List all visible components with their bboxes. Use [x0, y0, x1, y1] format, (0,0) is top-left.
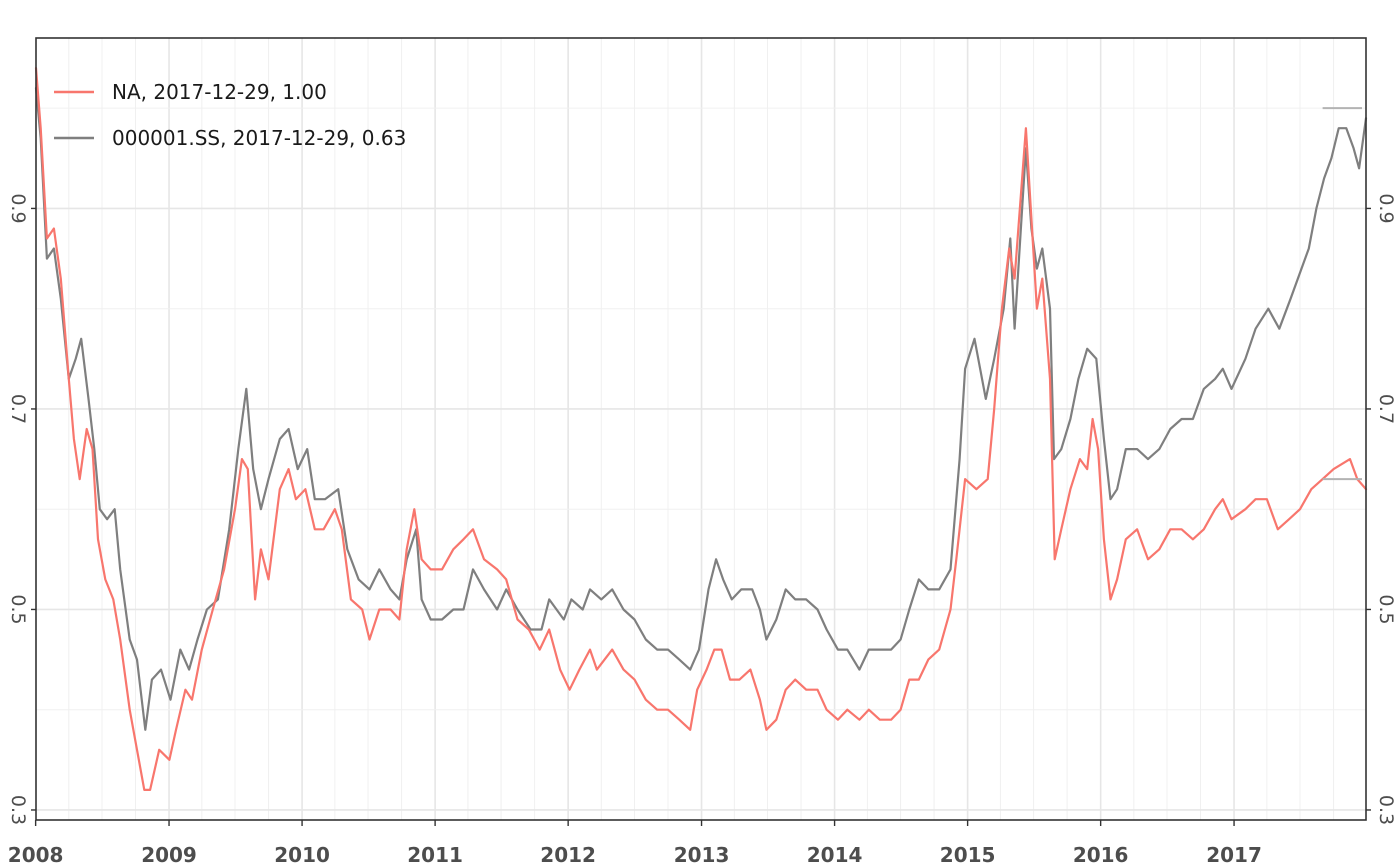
x-tick-label: 2009 — [141, 843, 197, 866]
series-lines — [34, 66, 1368, 792]
y-tick-label-left: 0.3 — [7, 795, 29, 825]
x-tick-label: 2010 — [274, 843, 330, 866]
y-tick-label-right: 0.7 — [1375, 394, 1397, 424]
y-tick-label-left: 0.7 — [7, 394, 29, 424]
y-tick-label-left: 0.9 — [7, 193, 29, 223]
y-tick-label-right: 0.3 — [1375, 795, 1397, 825]
x-tick-label: 2017 — [1206, 843, 1262, 866]
x-tick-label: 2015 — [940, 843, 996, 866]
y-tick-label-left: 0.5 — [7, 594, 29, 624]
end-value-markers — [1322, 107, 1362, 481]
y-tick-label-right: 0.9 — [1375, 193, 1397, 223]
x-tick-label: 2012 — [540, 843, 596, 866]
x-tick-label: 2013 — [674, 843, 730, 866]
legend: NA, 2017-12-29, 1.00 000001.SS, 2017-12-2… — [54, 80, 406, 150]
x-tick-label: 2011 — [407, 843, 463, 866]
x-tick-label: 2016 — [1073, 843, 1129, 866]
y-tick-label-right: 0.5 — [1375, 594, 1397, 624]
legend-label: NA, 2017-12-29, 1.00 — [112, 80, 327, 104]
series-line — [34, 66, 1368, 792]
gridlines — [36, 38, 1366, 820]
x-tick-label: 2008 — [8, 843, 64, 866]
x-tick-label: 2014 — [807, 843, 863, 866]
legend-label: 000001.SS, 2017-12-29, 0.63 — [112, 126, 406, 150]
axes: 2008 2009 2010 2011 2012 2013 2014 2015 2016 2017… — [7, 193, 1397, 866]
